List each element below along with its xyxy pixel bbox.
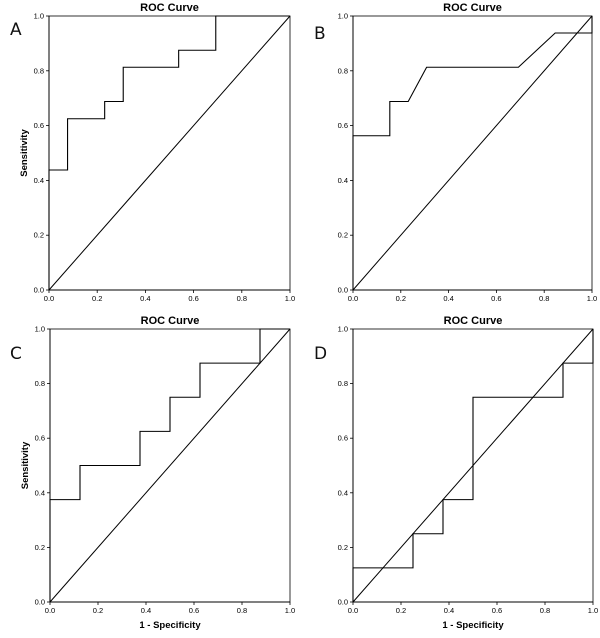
x-tick-label: 1.0 [285, 606, 295, 615]
y-tick-label: 1.0 [338, 325, 348, 334]
y-axis-title: Sensitivity [20, 441, 31, 489]
reference-diagonal [49, 328, 291, 603]
y-tick-label: 0.6 [34, 121, 44, 130]
x-tick-label: 0.6 [491, 294, 501, 303]
x-tick-label: 0.0 [45, 606, 55, 615]
reference-diagonal [352, 15, 593, 291]
chart-title: ROC Curve [444, 315, 503, 327]
panel-letter: A [10, 20, 22, 40]
y-tick-label: 0.0 [35, 598, 45, 607]
y-tick-label: 0.2 [338, 231, 348, 240]
x-tick-label: 0.6 [492, 606, 502, 615]
x-tick-label: 0.8 [237, 606, 247, 615]
y-tick-label: 0.0 [338, 598, 348, 607]
roc-curve [352, 329, 594, 602]
roc-curve [352, 16, 593, 290]
x-tick-label: 0.6 [189, 606, 199, 615]
roc-curve [48, 15, 290, 290]
x-axis-title: 1 - Specificity [139, 620, 201, 631]
y-tick-label: 0.4 [338, 176, 348, 185]
x-tick-label: 0.8 [237, 294, 247, 303]
x-tick-label: 0.8 [540, 606, 550, 615]
x-tick-label: 0.2 [93, 606, 103, 615]
panel-letter: C [10, 344, 22, 364]
x-tick-label: 0.6 [188, 294, 198, 303]
y-tick-label: 1.0 [34, 12, 44, 21]
y-tick-label: 0.2 [338, 543, 348, 552]
y-tick-label: 0.8 [34, 66, 44, 75]
chart-title: ROC Curve [141, 315, 200, 327]
panel-letter: D [314, 344, 327, 364]
x-tick-label: 1.0 [588, 606, 598, 615]
y-tick-label: 0.4 [34, 176, 44, 185]
y-tick-label: 0.2 [35, 543, 45, 552]
y-tick-label: 1.0 [35, 325, 45, 334]
y-tick-label: 0.6 [35, 434, 45, 443]
roc-curve [49, 328, 290, 602]
y-tick-label: 0.6 [338, 434, 348, 443]
chart-title: ROC Curve [140, 2, 199, 14]
x-tick-label: 0.2 [396, 294, 406, 303]
roc-panel-b: B ROC Curve 0.0 0.2 0.4 0.6 0.8 1.0 0.0 0.2 0.4 0.6… [314, 2, 597, 303]
y-tick-label: 0.2 [34, 231, 44, 240]
y-tick-label: 0.8 [338, 379, 348, 388]
y-tick-label: 0.0 [338, 286, 348, 295]
y-axis-title: Sensitivity [19, 129, 30, 177]
roc-panel-c: C ROC Curve 0.0 0.2 0.4 0.6 0.8 1.0 0.0 0.2 0.4 0.6… [10, 315, 295, 631]
x-tick-label: 0.2 [92, 294, 102, 303]
x-axis-title: 1 - Specificity [442, 620, 504, 631]
y-tick-label: 0.6 [338, 121, 348, 130]
roc-panel-d: D ROC Curve 0.0 0.2 0.4 0.6 0.8 1.0 0.0 0.2 0.4 0.6… [314, 315, 598, 631]
panel-letter: B [314, 24, 326, 44]
reference-diagonal [48, 15, 291, 291]
x-tick-label: 0.0 [348, 606, 358, 615]
x-tick-label: 0.0 [348, 294, 358, 303]
y-tick-label: 0.0 [34, 286, 44, 295]
roc-panel-a: A ROC Curve 0.0 0.2 0.4 0.6 0.8 1.0 0.0 0.2 0.4 0.6… [10, 2, 295, 303]
x-tick-label: 0.0 [44, 294, 54, 303]
y-tick-label: 0.8 [338, 66, 348, 75]
x-tick-label: 0.4 [444, 606, 454, 615]
x-tick-label: 1.0 [285, 294, 295, 303]
x-tick-label: 0.4 [141, 606, 151, 615]
x-tick-label: 1.0 [587, 294, 597, 303]
y-tick-label: 0.4 [35, 488, 45, 497]
x-tick-label: 0.4 [443, 294, 453, 303]
y-tick-label: 0.8 [35, 379, 45, 388]
x-tick-label: 0.4 [140, 294, 150, 303]
x-tick-label: 0.2 [396, 606, 406, 615]
chart-title: ROC Curve [443, 2, 502, 14]
y-tick-label: 1.0 [338, 12, 348, 21]
x-tick-label: 0.8 [539, 294, 549, 303]
y-tick-label: 0.4 [338, 488, 348, 497]
